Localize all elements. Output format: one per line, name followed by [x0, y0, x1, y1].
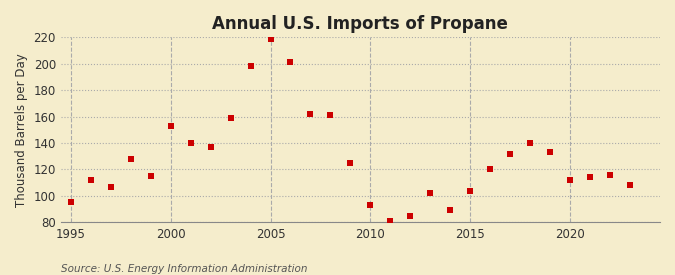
Point	[505, 151, 516, 156]
Point	[385, 219, 396, 223]
Point	[285, 60, 296, 65]
Point	[245, 64, 256, 68]
Point	[524, 141, 535, 145]
Point	[345, 161, 356, 165]
Point	[425, 191, 435, 195]
Text: Source: U.S. Energy Information Administration: Source: U.S. Energy Information Administ…	[61, 264, 307, 274]
Point	[126, 157, 136, 161]
Point	[585, 175, 595, 180]
Point	[225, 116, 236, 120]
Title: Annual U.S. Imports of Propane: Annual U.S. Imports of Propane	[213, 15, 508, 33]
Point	[405, 213, 416, 218]
Point	[65, 200, 76, 205]
Point	[445, 208, 456, 213]
Point	[265, 37, 276, 41]
Point	[565, 178, 576, 182]
Point	[605, 172, 616, 177]
Point	[545, 150, 556, 154]
Point	[365, 203, 376, 207]
Point	[185, 141, 196, 145]
Point	[305, 112, 316, 116]
Point	[485, 167, 495, 172]
Point	[465, 188, 476, 193]
Point	[325, 113, 336, 117]
Point	[624, 183, 635, 188]
Point	[85, 178, 96, 182]
Y-axis label: Thousand Barrels per Day: Thousand Barrels per Day	[15, 53, 28, 207]
Point	[145, 174, 156, 178]
Point	[205, 145, 216, 149]
Point	[165, 123, 176, 128]
Point	[105, 184, 116, 189]
